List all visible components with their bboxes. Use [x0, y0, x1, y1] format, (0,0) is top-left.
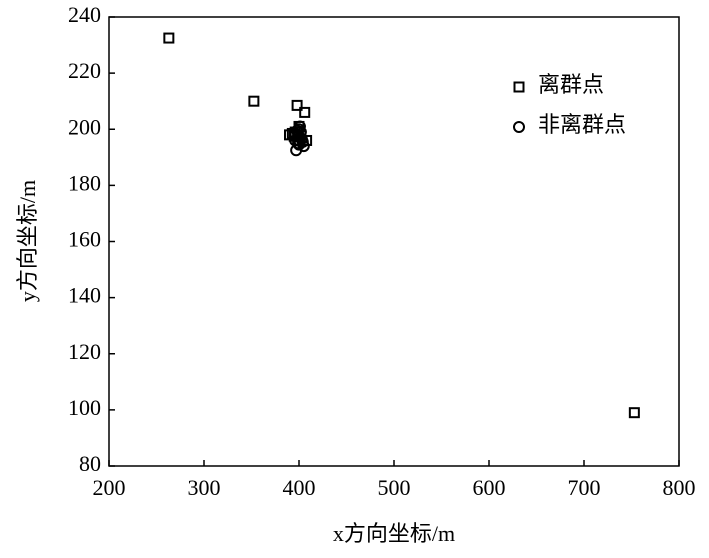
- legend-marker: [513, 81, 525, 93]
- point: [163, 32, 175, 44]
- y-tick-label: 80: [79, 451, 101, 476]
- y-tick-label: 240: [68, 2, 101, 27]
- point: [289, 134, 302, 147]
- x-tick-label: 300: [188, 475, 221, 500]
- x-tick-label: 400: [283, 475, 316, 500]
- point: [299, 106, 311, 118]
- y-tick-label: 100: [68, 395, 101, 420]
- legend-marker: [513, 121, 525, 133]
- point: [293, 120, 306, 133]
- point: [628, 407, 640, 419]
- y-tick-label: 140: [68, 283, 101, 308]
- x-tick-label: 600: [473, 475, 506, 500]
- legend-label: 非离群点: [538, 112, 626, 137]
- x-tick-label: 800: [663, 475, 696, 500]
- y-axis-label: y方向坐标/m: [15, 180, 40, 302]
- x-axis-label: x方向坐标/m: [333, 521, 455, 546]
- point: [248, 95, 260, 107]
- y-tick-label: 200: [68, 114, 101, 139]
- x-tick-label: 500: [378, 475, 411, 500]
- y-tick-label: 180: [68, 170, 101, 195]
- y-tick-label: 120: [68, 339, 101, 364]
- y-tick-label: 220: [68, 58, 101, 83]
- legend-label: 离群点: [538, 72, 604, 97]
- x-tick-label: 700: [568, 475, 601, 500]
- x-tick-label: 200: [93, 475, 126, 500]
- y-tick-label: 160: [68, 227, 101, 252]
- point: [291, 99, 303, 111]
- point: [296, 135, 309, 148]
